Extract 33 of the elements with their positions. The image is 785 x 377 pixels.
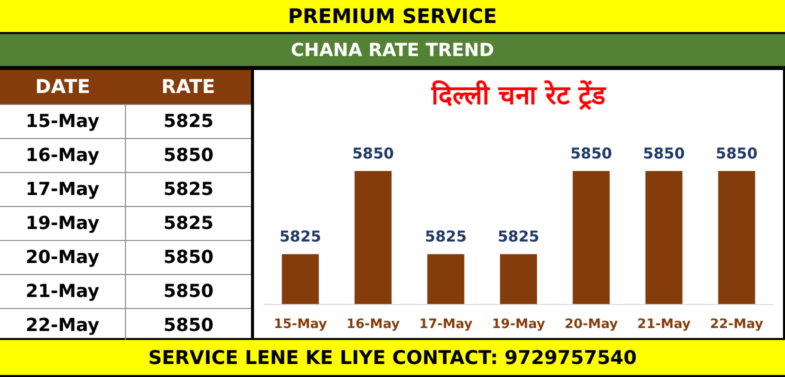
x-tick-label: 20-May xyxy=(564,317,618,332)
text: 5850 xyxy=(163,145,214,166)
x-tick-label: 15-May xyxy=(274,317,328,332)
category-label: 15-May xyxy=(26,111,100,132)
text: CHANA RATE TREND xyxy=(0,34,785,68)
data-label: 5850 xyxy=(352,144,394,162)
data-label: 5825 xyxy=(424,228,467,246)
data-label: 5825 xyxy=(279,228,322,246)
category-label: 20-May xyxy=(26,247,100,268)
category-label: 21-May xyxy=(26,281,100,302)
text: 5825 xyxy=(163,179,214,200)
data-label: 5825 xyxy=(498,228,540,246)
x-tick-label: 22-May xyxy=(710,317,764,332)
x-tick-label: 21-May xyxy=(637,317,692,332)
chart-title: दिल्ली चना रेट ट्रेंड xyxy=(430,80,607,111)
data-label: 5850 xyxy=(643,144,685,162)
x-tick-label: 19-May xyxy=(492,317,546,332)
text: SERVICE LENE KE LIYE CONTACT: 9729757540 xyxy=(0,340,785,377)
category-label: 16-May xyxy=(26,145,100,166)
text: 5825 xyxy=(163,111,214,132)
text: 5825 xyxy=(163,213,214,234)
x-tick-label: 16-May xyxy=(346,317,400,332)
text: DATE xyxy=(34,75,92,100)
text: 5850 xyxy=(163,281,214,302)
x-tick-label: 17-May xyxy=(419,317,473,332)
data-label: 5850 xyxy=(716,144,758,162)
text: 5850 xyxy=(163,247,214,268)
text: PREMIUM SERVICE xyxy=(0,0,785,34)
text: 5850 xyxy=(163,315,214,336)
category-label: 19-May xyxy=(26,213,100,234)
data-label: 5850 xyxy=(570,144,612,162)
category-label: 17-May xyxy=(26,179,100,200)
text: RATE xyxy=(160,75,216,100)
